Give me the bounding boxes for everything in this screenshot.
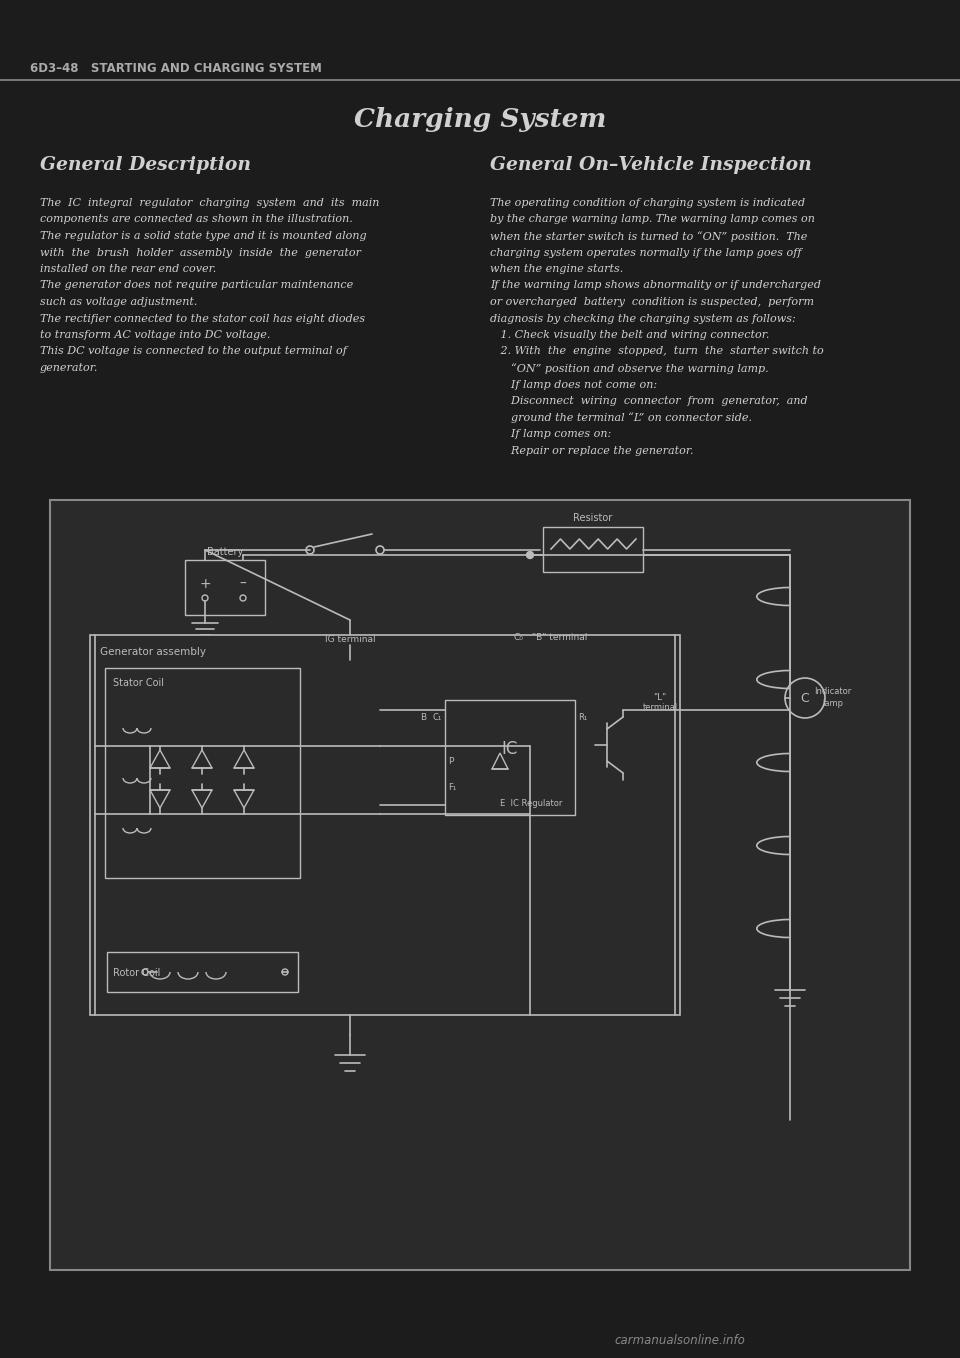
Text: installed on the rear end cover.: installed on the rear end cover. [40, 263, 216, 274]
Text: diagnosis by checking the charging system as follows:: diagnosis by checking the charging syste… [490, 314, 796, 323]
Text: carmanualsonline.info: carmanualsonline.info [614, 1334, 745, 1347]
Text: "L": "L" [654, 694, 666, 702]
Text: C₁: C₁ [432, 713, 442, 722]
Text: General Description: General Description [40, 156, 251, 174]
Text: when the engine starts.: when the engine starts. [490, 263, 623, 274]
Text: The  IC  integral  regulator  charging  system  and  its  main: The IC integral regulator charging syste… [40, 198, 379, 208]
Text: Disconnect  wiring  connector  from  generator,  and: Disconnect wiring connector from generat… [490, 397, 807, 406]
Bar [185, 559, 265, 615]
Text: C₀: C₀ [513, 633, 523, 642]
Text: F₁: F₁ [448, 782, 456, 792]
Text: by the charge warning lamp. The warning lamp comes on: by the charge warning lamp. The warning … [490, 215, 815, 224]
Text: If the warning lamp shows abnormality or if undercharged: If the warning lamp shows abnormality or… [490, 281, 821, 291]
Text: Resistor: Resistor [573, 513, 612, 523]
Text: Battery: Battery [206, 547, 243, 557]
Text: to transform AC voltage into DC voltage.: to transform AC voltage into DC voltage. [40, 330, 271, 340]
Text: generator.: generator. [40, 363, 98, 373]
Text: The generator does not require particular maintenance: The generator does not require particula… [40, 281, 353, 291]
Text: Repair or replace the generator.: Repair or replace the generator. [490, 445, 693, 455]
Text: with  the  brush  holder  assembly  inside  the  generator: with the brush holder assembly inside th… [40, 247, 361, 258]
Text: "B" terminal: "B" terminal [532, 633, 588, 642]
Text: 1. Check visually the belt and wiring connector.: 1. Check visually the belt and wiring co… [490, 330, 769, 340]
Text: Stator Coil: Stator Coil [113, 678, 164, 689]
Bar [445, 699, 575, 815]
Text: P: P [448, 758, 453, 766]
Circle shape [785, 678, 825, 718]
Text: The regulator is a solid state type and it is mounted along: The regulator is a solid state type and … [40, 231, 367, 240]
Text: If lamp comes on:: If lamp comes on: [490, 429, 612, 439]
Text: when the starter switch is turned to “ON” position.  The: when the starter switch is turned to “ON… [490, 231, 807, 242]
Text: +: + [199, 577, 211, 591]
Text: ground the terminal “L” on connector side.: ground the terminal “L” on connector sid… [490, 413, 752, 424]
Text: IG terminal: IG terminal [324, 636, 375, 645]
Text: R₁: R₁ [578, 713, 588, 722]
Text: B: B [420, 713, 426, 722]
Text: Generator assembly: Generator assembly [100, 646, 206, 657]
Bar [543, 527, 643, 572]
Bar [105, 668, 300, 879]
Text: or overcharged  battery  condition is suspected,  perform: or overcharged battery condition is susp… [490, 297, 814, 307]
Text: E  IC Regulator: E IC Regulator [500, 799, 563, 808]
Text: charging system operates normally if the lamp goes off: charging system operates normally if the… [490, 247, 802, 258]
Text: The operating condition of charging system is indicated: The operating condition of charging syst… [490, 198, 805, 208]
Text: Charging System: Charging System [354, 107, 606, 133]
Text: If lamp does not come on:: If lamp does not come on: [490, 379, 658, 390]
Circle shape [526, 551, 534, 558]
Text: lamp: lamp [823, 698, 844, 708]
Text: 6D3–48   STARTING AND CHARGING SYSTEM: 6D3–48 STARTING AND CHARGING SYSTEM [30, 61, 322, 75]
Bar [50, 500, 910, 1270]
Text: components are connected as shown in the illustration.: components are connected as shown in the… [40, 215, 352, 224]
Text: 2. With  the  engine  stopped,  turn  the  starter switch to: 2. With the engine stopped, turn the sta… [490, 346, 824, 357]
Text: “ON” position and observe the warning lamp.: “ON” position and observe the warning la… [490, 363, 769, 373]
Text: terminal: terminal [642, 702, 678, 712]
Bar [90, 636, 680, 1014]
Text: Indicator: Indicator [814, 687, 852, 695]
Text: such as voltage adjustment.: such as voltage adjustment. [40, 297, 198, 307]
Text: Rotor Coil: Rotor Coil [113, 968, 160, 978]
Text: General On–Vehicle Inspection: General On–Vehicle Inspection [490, 156, 812, 174]
Text: IC: IC [502, 740, 518, 758]
Text: C: C [801, 691, 809, 705]
Text: This DC voltage is connected to the output terminal of: This DC voltage is connected to the outp… [40, 346, 347, 357]
Text: The rectifier connected to the stator coil has eight diodes: The rectifier connected to the stator co… [40, 314, 365, 323]
Bar [107, 952, 298, 991]
Text: –: – [240, 577, 247, 591]
